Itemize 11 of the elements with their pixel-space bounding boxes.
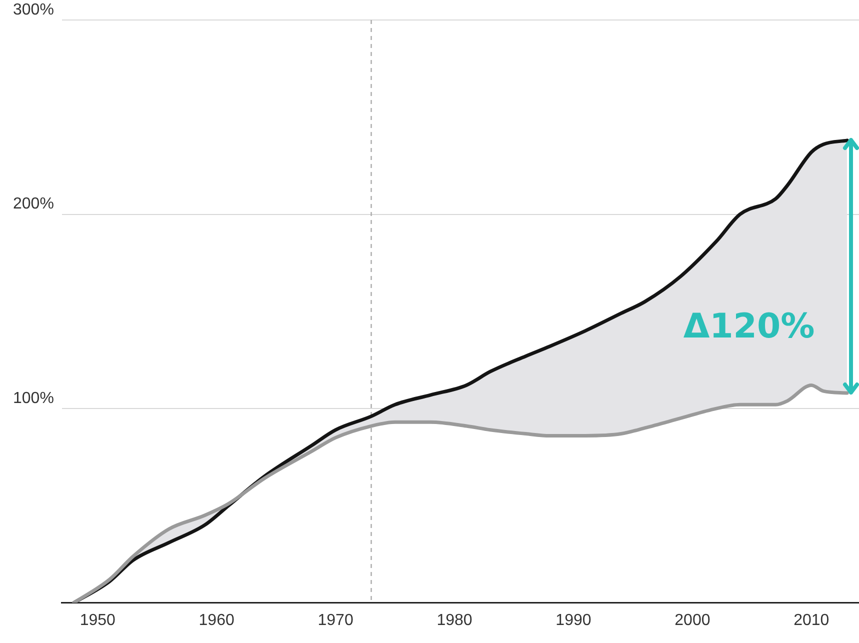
y-tick-label: 300%	[13, 1, 54, 18]
x-tick-label: 1980	[436, 612, 472, 629]
y-tick-label: 100%	[13, 390, 54, 407]
annotation: Δ120%	[683, 306, 815, 347]
x-tick-label: 1950	[80, 612, 116, 629]
y-tick-label: 200%	[13, 196, 54, 213]
x-tick-label: 1970	[318, 612, 354, 629]
x-tick-label: 2010	[794, 612, 830, 629]
x-tick-label: 1990	[556, 612, 592, 629]
x-tick-label: 1960	[198, 612, 234, 629]
x-tick-label: 2000	[674, 612, 710, 629]
